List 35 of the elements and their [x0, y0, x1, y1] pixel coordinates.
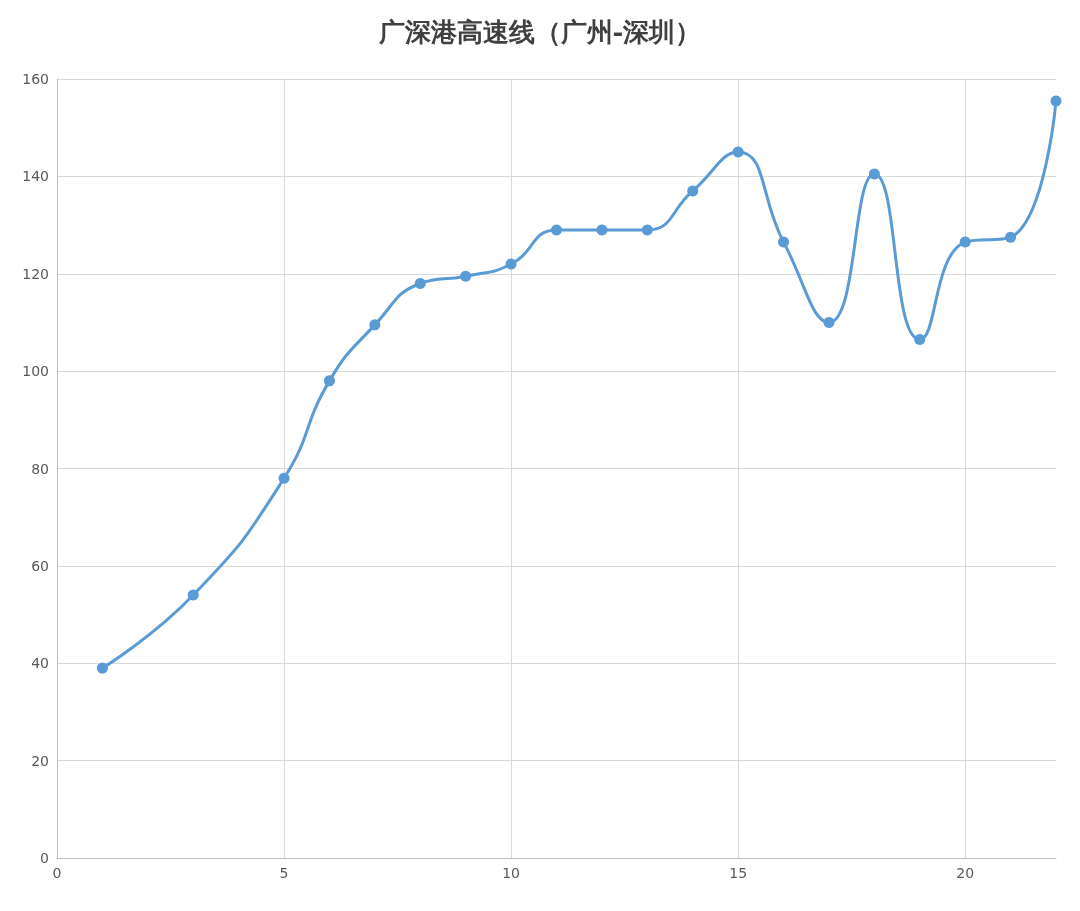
x-tick-label: 0: [52, 865, 62, 881]
point: [778, 236, 790, 248]
y-tick-label: 100: [22, 363, 49, 380]
x-tick-label: 5: [279, 865, 289, 881]
point: [687, 185, 699, 197]
point: [868, 168, 880, 180]
point: [732, 146, 744, 158]
point: [551, 224, 562, 236]
point: [823, 316, 835, 328]
point: [369, 319, 381, 331]
y-tick-label: 20: [31, 752, 49, 769]
point: [596, 224, 608, 236]
y-tick-label: 120: [22, 265, 49, 282]
point: [641, 224, 653, 236]
y-tick-label: 60: [31, 557, 49, 574]
point: [96, 662, 108, 674]
y-tick-label: 40: [31, 655, 49, 672]
point: [959, 236, 971, 248]
point: [414, 277, 426, 289]
point: [505, 258, 517, 270]
x-tick-label: 20: [956, 865, 975, 881]
point: [187, 589, 199, 601]
point: [460, 270, 472, 282]
point: [1050, 95, 1062, 107]
point: [1005, 231, 1017, 243]
y-tick-label: 160: [22, 71, 49, 87]
x-tick-label: 15: [729, 865, 748, 881]
point: [323, 375, 335, 387]
point: [278, 472, 290, 484]
y-tick-label: 80: [31, 460, 49, 477]
y-tick-label: 140: [22, 168, 49, 185]
y-tick-label: 0: [40, 850, 49, 866]
x-tick-label: 10: [502, 865, 521, 881]
point: [914, 333, 926, 345]
chart-title: 广深港高速线（广州-深圳）: [377, 17, 702, 47]
